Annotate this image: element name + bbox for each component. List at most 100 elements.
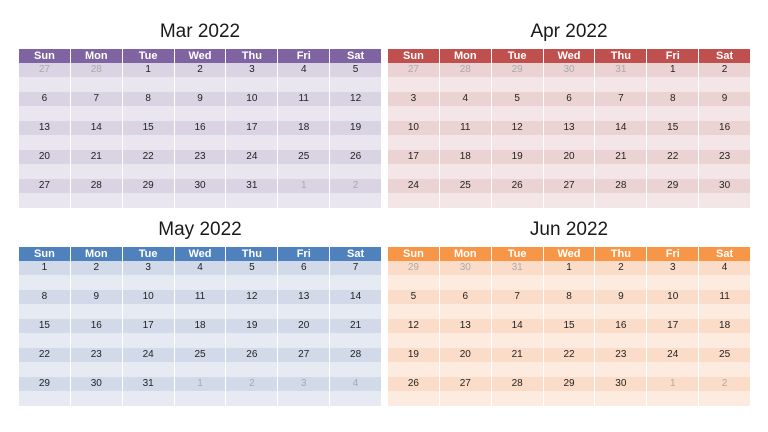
day-number: 2 — [699, 63, 751, 77]
day-note-space — [70, 362, 123, 377]
calendar-grid: 27 28 1 2 3 4 5 6 7 8 9 10 11 12 13 14 15 16 17 18 19 20 21 22 2… — [19, 63, 382, 208]
adjacent-month-day: 27 — [19, 63, 71, 77]
day-number: 22 — [543, 348, 596, 362]
day-note-space — [226, 77, 279, 92]
day-number: 2 — [174, 63, 227, 77]
day-note-space — [19, 391, 71, 406]
day-number: 1 — [19, 261, 71, 275]
week-row: 29 30 31 1 2 3 4 — [19, 377, 382, 406]
day-note-space — [174, 391, 227, 406]
weekday-label: Wed — [543, 49, 596, 63]
week-row: 13 14 15 16 17 18 19 — [19, 121, 382, 150]
weekday-header: Sun Mon Tue Wed Thu Fri Sat — [388, 247, 751, 261]
weekday-label: Tue — [491, 247, 544, 261]
weekday-header: Sun Mon Tue Wed Thu Fri Sat — [19, 49, 382, 63]
weekday-label: Fri — [647, 247, 700, 261]
day-note-space — [595, 362, 648, 377]
day-note-space — [278, 391, 331, 406]
day-number: 10 — [226, 92, 279, 106]
day-note-space — [19, 164, 71, 179]
adjacent-month-day: 2 — [330, 179, 382, 193]
day-note-space — [699, 304, 751, 319]
day-note-space — [543, 333, 596, 348]
week-row: 29 30 31 1 2 3 4 — [388, 261, 751, 290]
day-number: 23 — [70, 348, 123, 362]
week-row: 17 18 19 20 21 22 23 — [388, 150, 751, 179]
day-note-space — [122, 333, 175, 348]
day-note-space — [174, 77, 227, 92]
week-row: 20 21 22 23 24 25 26 — [19, 150, 382, 179]
weekday-label: Sun — [19, 49, 71, 63]
day-note-space — [595, 164, 648, 179]
weekday-label: Thu — [226, 49, 279, 63]
day-number: 27 — [543, 179, 596, 193]
adjacent-month-day: 31 — [491, 261, 544, 275]
day-number: 16 — [699, 121, 751, 135]
day-number: 1 — [647, 63, 700, 77]
day-note-space — [278, 333, 331, 348]
day-number: 18 — [439, 150, 492, 164]
day-note-space — [388, 275, 440, 290]
day-number: 31 — [122, 377, 175, 391]
day-number: 28 — [595, 179, 648, 193]
day-note-space — [19, 77, 71, 92]
day-number: 28 — [491, 377, 544, 391]
day-number: 5 — [330, 63, 382, 77]
day-number: 5 — [388, 290, 440, 304]
day-number: 24 — [122, 348, 175, 362]
weekday-label: Mon — [70, 247, 123, 261]
day-note-space — [491, 106, 544, 121]
day-note-space — [647, 362, 700, 377]
day-note-space — [595, 304, 648, 319]
day-number: 17 — [647, 319, 700, 333]
day-note-space — [226, 333, 279, 348]
day-number: 3 — [226, 63, 279, 77]
day-number: 14 — [330, 290, 382, 304]
day-number: 20 — [439, 348, 492, 362]
day-note-space — [439, 391, 492, 406]
day-number: 15 — [19, 319, 71, 333]
day-number: 10 — [122, 290, 175, 304]
day-note-space — [174, 106, 227, 121]
weekday-label: Sun — [388, 49, 440, 63]
day-note-space — [278, 193, 331, 208]
day-note-space — [543, 362, 596, 377]
day-note-space — [699, 77, 751, 92]
day-number: 5 — [226, 261, 279, 275]
day-number: 21 — [595, 150, 648, 164]
day-number: 9 — [595, 290, 648, 304]
day-number: 14 — [70, 121, 123, 135]
day-note-space — [543, 275, 596, 290]
day-note-space — [330, 333, 382, 348]
day-number: 26 — [330, 150, 382, 164]
day-note-space — [699, 362, 751, 377]
weekday-label: Tue — [122, 247, 175, 261]
day-number: 11 — [439, 121, 492, 135]
day-note-space — [226, 135, 279, 150]
day-number: 26 — [388, 377, 440, 391]
day-note-space — [19, 193, 71, 208]
day-note-space — [439, 135, 492, 150]
day-note-space — [647, 275, 700, 290]
weekday-label: Wed — [174, 49, 227, 63]
day-note-space — [226, 275, 279, 290]
day-note-space — [174, 362, 227, 377]
weekday-label: Sat — [699, 247, 751, 261]
day-number: 27 — [19, 179, 71, 193]
adjacent-month-day: 28 — [70, 63, 123, 77]
day-note-space — [699, 164, 751, 179]
day-note-space — [70, 106, 123, 121]
day-note-space — [647, 391, 700, 406]
day-note-space — [330, 164, 382, 179]
day-number: 17 — [122, 319, 175, 333]
day-number: 6 — [19, 92, 71, 106]
day-number: 16 — [70, 319, 123, 333]
week-row: 27 28 1 2 3 4 5 — [19, 63, 382, 92]
day-number: 28 — [330, 348, 382, 362]
day-note-space — [174, 304, 227, 319]
calendar-grid: 27 28 29 30 31 1 2 3 4 5 6 7 8 9 10 11 12 13 14 15 16 17 18 19 2… — [388, 63, 751, 208]
adjacent-month-day: 2 — [699, 377, 751, 391]
day-note-space — [699, 391, 751, 406]
day-note-space — [543, 77, 596, 92]
